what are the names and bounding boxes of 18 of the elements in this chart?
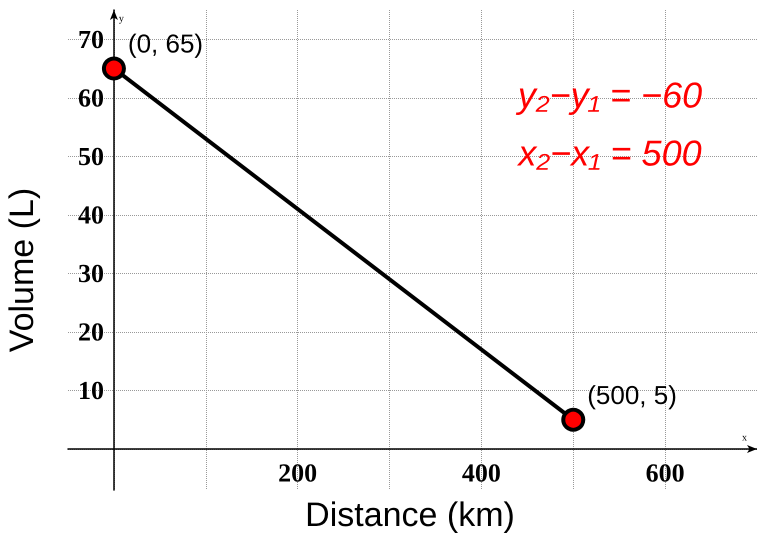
y-tick-label: 40 <box>78 200 104 230</box>
y-tick-label: 50 <box>78 142 104 171</box>
annotation: (500, 5) <box>587 380 677 410</box>
annotation: y <box>118 14 124 24</box>
annotation: x <box>742 432 747 444</box>
x-tick-label: 400 <box>462 458 501 488</box>
x-tick-label: 200 <box>278 458 318 488</box>
y-tick-label: 30 <box>78 258 104 288</box>
x-axis-title: Distance (km) <box>305 496 515 534</box>
x-tick-label: 600 <box>646 458 685 488</box>
annotation: x₂−x₁ = 500 <box>516 132 702 174</box>
y-tick-label: 20 <box>78 317 104 346</box>
y-tick-label: 60 <box>78 83 104 112</box>
annotation: y₂−y₁ = −60 <box>514 74 702 116</box>
y-axis-title: Volume (L) <box>3 188 41 352</box>
y-tick-label: 70 <box>78 24 104 54</box>
y-tick-label: 10 <box>78 376 104 405</box>
annotation: (0, 65) <box>128 28 204 59</box>
